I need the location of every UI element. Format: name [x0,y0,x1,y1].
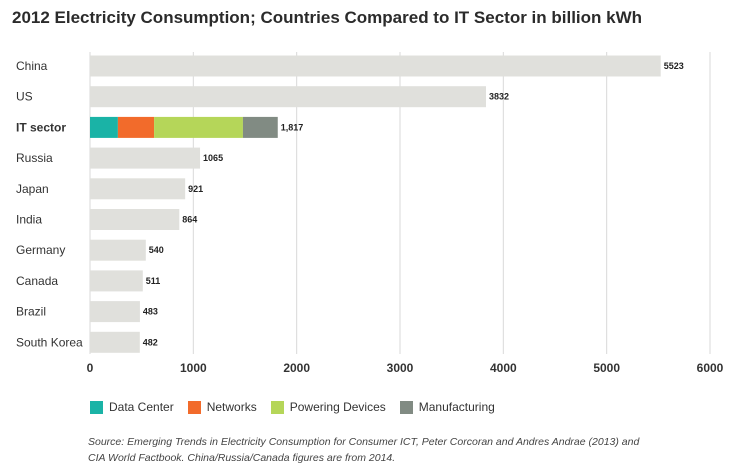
value-label: 511 [146,276,161,286]
x-tick-label: 4000 [490,361,517,375]
legend-item-data-center: Data Center [90,400,174,414]
bars [90,55,661,353]
legend-swatch [187,400,201,414]
value-label: 482 [143,337,158,347]
x-tick-label: 0 [87,361,94,375]
category-label: South Korea [16,335,83,349]
category-labels: China US IT sector Russia Japan India Germany C… [16,59,83,349]
category-label: Germany [16,243,65,257]
x-tick-label: 1000 [180,361,207,375]
legend-swatch [399,400,413,414]
bar [90,301,140,323]
category-label: Canada [16,274,58,288]
legend-item-networks: Networks [187,400,257,414]
bar-chart: China US IT sector Russia Japan India Germany C… [16,52,724,375]
x-tick-label: 3000 [387,361,414,375]
value-label: 483 [143,307,158,317]
legend-label: Manufacturing [418,400,495,414]
chart-title: 2012 Electricity Consumption; Countries … [12,8,643,27]
bar [90,55,661,77]
source-note: Source: Emerging Trends in Electricity C… [88,436,640,464]
bar-segment-data-center [90,116,118,138]
x-tick-label: 2000 [283,361,310,375]
legend-swatch [90,400,103,414]
value-label: 5523 [664,61,684,71]
category-label: US [16,90,33,104]
bar [90,239,146,261]
value-label: 864 [182,215,197,225]
category-label: China [16,59,48,73]
bar-segment-manufacturing [242,116,278,138]
x-tick-label: 6000 [697,361,724,375]
legend-label: Powering Devices [289,400,386,414]
value-labels: 5523 3832 1,817 1065 921 864 540 511 483 482 [143,61,684,347]
category-label: IT sector [16,120,66,134]
bar [90,331,140,353]
category-label: Brazil [16,305,46,319]
category-label: Japan [16,182,49,196]
x-axis-ticks: 0 1000 2000 3000 4000 5000 6000 [87,361,724,375]
legend: Data Center Networks Powering Devices Ma… [90,400,495,414]
value-label: 921 [188,184,203,194]
value-label: 1,817 [281,122,304,132]
value-label: 3832 [489,92,509,102]
legend-label: Data Center [109,400,174,414]
legend-label: Networks [206,400,257,414]
bar [90,147,201,169]
value-label: 540 [149,245,164,255]
value-label: 1065 [203,153,223,163]
legend-item-powering-devices: Powering Devices [270,400,386,414]
legend-item-manufacturing: Manufacturing [399,400,495,414]
legend-swatch [270,400,284,414]
bar [90,178,186,200]
category-label: India [16,213,42,227]
bar-segment-powering-devices [154,116,243,138]
bar [90,270,143,292]
bar [90,86,486,108]
x-tick-label: 5000 [593,361,620,375]
bar-segment-networks [117,116,155,138]
category-label: Russia [16,151,53,165]
bar [90,209,180,230]
